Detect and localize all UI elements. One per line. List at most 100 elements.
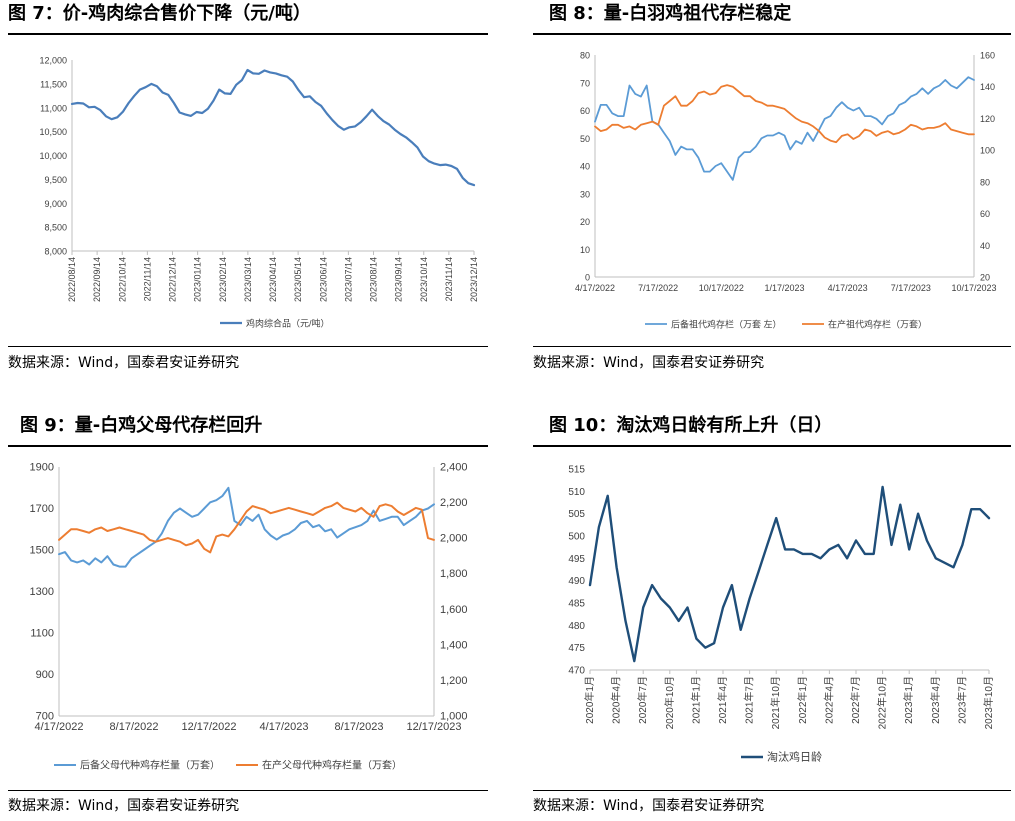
fig10-ytick-label: 475 bbox=[568, 643, 585, 654]
fig7-ytick-label: 8,500 bbox=[44, 223, 67, 233]
fig9-ytick-right-label: 1,600 bbox=[440, 604, 468, 616]
fig9-ytick-label: 1300 bbox=[30, 586, 54, 598]
fig8-ytick-label: 20 bbox=[580, 217, 590, 227]
fig10-panel: 图 10：淘汰鸡日龄有所上升（日） 470 475 480 485 490 495 500 5… bbox=[533, 412, 1011, 817]
fig10-xtick-label: 2022年10月 bbox=[876, 676, 889, 729]
fig8-xtick-label: 7/17/2023 bbox=[891, 283, 931, 293]
fig10-xtick-label: 2020年7月 bbox=[636, 676, 649, 724]
fig8-ytick-right-label: 160 bbox=[980, 51, 995, 61]
fig10-chart: 470 475 480 485 490 495 500 505 510 515 2020年1月 202… bbox=[568, 465, 995, 764]
fig8-series-1-line bbox=[594, 76, 975, 181]
fig8-xtick-label: 7/17/2022 bbox=[638, 283, 678, 293]
fig10-xtick-label: 2022年4月 bbox=[822, 676, 835, 724]
fig7-ytick-label: 9,000 bbox=[44, 199, 67, 209]
fig7-title: 图 7：价-鸡肉综合售价下降（元/吨） bbox=[8, 3, 311, 24]
fig8-ytick-right-label: 40 bbox=[980, 241, 990, 251]
fig7-xtick-label: 2023/09/14 bbox=[394, 257, 404, 302]
fig9-ytick-right-label: 2,400 bbox=[440, 462, 468, 474]
fig9-ytick-right-label: 1,400 bbox=[440, 639, 468, 651]
fig8-chart: 0 10 20 30 40 50 60 70 80 20 40 60 80 100 120 140 160 4/1… bbox=[575, 51, 997, 330]
fig10-bottom-rule bbox=[533, 790, 1011, 791]
fig9-ytick-right-label: 1,200 bbox=[440, 675, 468, 687]
fig9-ytick-label: 700 bbox=[36, 711, 54, 723]
fig7-xtick-label: 2022/08/14 bbox=[67, 257, 77, 302]
fig9-xtick-label: 12/17/2023 bbox=[406, 721, 461, 733]
fig7-xtick-label: 2023/08/14 bbox=[369, 257, 379, 302]
fig9-legend-label-2: 在产父母代种鸡存栏量（万套） bbox=[262, 759, 402, 772]
fig7-legend-label-1: 鸡肉综合品（元/吨） bbox=[246, 318, 330, 329]
fig8-ytick-right-label: 120 bbox=[980, 114, 995, 124]
fig8-xtick-label: 4/17/2022 bbox=[575, 283, 615, 293]
fig7-series-1-line bbox=[70, 68, 476, 187]
fig10-ytick-label: 485 bbox=[568, 599, 585, 610]
fig9-ytick-right-label: 1,000 bbox=[440, 711, 468, 723]
fig7-xtick-label: 2023/02/14 bbox=[218, 257, 228, 302]
fig7-ytick-label: 10,500 bbox=[39, 127, 67, 137]
fig8-bottom-rule bbox=[533, 346, 1011, 347]
fig7-xtick-label: 2023/04/14 bbox=[268, 257, 278, 302]
fig10-ytick-label: 505 bbox=[568, 509, 585, 520]
fig7-ytick-label: 12,000 bbox=[39, 56, 67, 66]
fig10-legend-label-1: 淘汰鸡日龄 bbox=[767, 750, 822, 764]
fig9-ytick-right-label: 2,200 bbox=[440, 497, 468, 509]
fig8-ytick-right-label: 140 bbox=[980, 82, 995, 92]
fig7-xtick-label: 2022/11/14 bbox=[142, 257, 152, 301]
fig7-chart: 8,000 8,500 9,000 9,500 10,000 10,500 11,000 11… bbox=[39, 56, 479, 329]
fig7-bottom-rule bbox=[8, 346, 488, 347]
fig7-top-rule bbox=[8, 33, 488, 35]
fig9-ytick-label: 1900 bbox=[30, 462, 54, 474]
fig8-ytick-right-label: 20 bbox=[980, 273, 990, 283]
fig7-xtick-label: 2023/12/14 bbox=[469, 257, 479, 302]
fig10-xtick-label: 2020年1月 bbox=[583, 676, 596, 724]
fig9-xtick-label: 4/17/2023 bbox=[260, 721, 309, 733]
fig10-ytick-label: 490 bbox=[568, 576, 585, 587]
fig9-ytick-label: 900 bbox=[36, 669, 54, 681]
fig9-legend-label-1: 后备父母代种鸡存栏量（万套） bbox=[80, 759, 220, 772]
fig10-ytick-label: 470 bbox=[568, 666, 585, 677]
fig8-ytick-label: 40 bbox=[580, 162, 590, 172]
fig10-xtick-label: 2022年1月 bbox=[796, 676, 809, 724]
fig7-xtick-label: 2022/10/14 bbox=[117, 257, 127, 302]
fig10-ytick-label: 495 bbox=[568, 554, 585, 565]
fig7-ytick-label: 10,000 bbox=[39, 151, 67, 161]
fig8-ytick-label: 0 bbox=[585, 273, 590, 283]
fig7-ytick-label: 11,000 bbox=[40, 103, 67, 113]
fig7-ytick-label: 8,000 bbox=[44, 247, 67, 257]
fig7-xtick-label: 2023/07/14 bbox=[343, 257, 353, 302]
fig7-xtick-label: 2023/11/14 bbox=[444, 257, 454, 301]
fig10-xtick-label: 2022年7月 bbox=[849, 676, 862, 724]
fig10-ytick-label: 510 bbox=[568, 487, 585, 498]
fig9-ytick-right-label: 2,000 bbox=[440, 533, 468, 545]
fig10-xtick-label: 2023年4月 bbox=[929, 676, 942, 724]
fig8-ytick-right-label: 100 bbox=[980, 146, 995, 156]
fig10-series-1-line bbox=[588, 485, 991, 663]
fig7-panel: 图 7：价-鸡肉综合售价下降（元/吨） 8,000 8,500 9,000 9,500… bbox=[8, 0, 488, 380]
fig9-ytick-right-label: 1,800 bbox=[440, 568, 468, 580]
fig10-source: 数据来源：Wind，国泰君安证券研究 bbox=[533, 798, 765, 814]
fig9-bottom-rule bbox=[8, 790, 488, 791]
fig8-legend-label-2: 在产祖代鸡存栏（万套） bbox=[828, 319, 927, 330]
fig10-xtick-label: 2020年10月 bbox=[663, 676, 676, 729]
fig10-xtick-label: 2021年4月 bbox=[716, 676, 729, 724]
fig8-xtick-label: 4/17/2023 bbox=[828, 283, 868, 293]
fig8-series-2-line bbox=[594, 84, 975, 144]
fig9-panel: 图 9：量-白鸡父母代存栏回升 700 900 1100 1300 1500 1700 19… bbox=[8, 412, 488, 817]
fig7-xtick-label: 2022/12/14 bbox=[168, 257, 178, 302]
fig8-ytick-label: 80 bbox=[580, 51, 590, 61]
fig8-title: 图 8：量-白羽鸡祖代存栏稳定 bbox=[549, 3, 792, 24]
fig8-ytick-right-label: 60 bbox=[980, 209, 990, 219]
fig10-top-rule bbox=[533, 445, 1011, 447]
fig7-xtick-label: 2023/10/14 bbox=[419, 257, 429, 302]
fig9-top-rule bbox=[8, 445, 488, 447]
fig9-xtick-label: 8/17/2023 bbox=[335, 721, 384, 733]
fig8-xtick-label: 10/17/2022 bbox=[699, 283, 744, 293]
fig8-xtick-label: 10/17/2023 bbox=[951, 283, 996, 293]
fig10-xtick-label: 2021年10月 bbox=[769, 676, 782, 729]
fig8-legend-label-1: 后备祖代鸡存栏（万套 左） bbox=[671, 319, 782, 330]
fig9-series-2-line bbox=[58, 501, 435, 554]
fig7-xtick-label: 2022/09/14 bbox=[92, 257, 102, 302]
fig10-title: 图 10：淘汰鸡日龄有所上升（日） bbox=[549, 415, 833, 436]
fig9-xtick-label: 4/17/2022 bbox=[35, 721, 84, 733]
fig9-xtick-label: 12/17/2022 bbox=[181, 721, 236, 733]
fig9-ytick-label: 1100 bbox=[30, 628, 54, 640]
